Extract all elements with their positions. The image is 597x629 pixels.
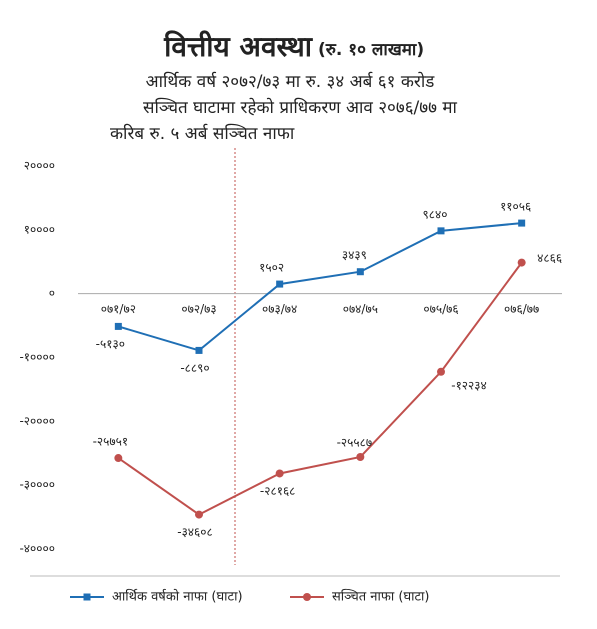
legend-label: आर्थिक वर्षको नाफा (घाटा) bbox=[112, 589, 243, 605]
point bbox=[195, 510, 203, 519]
value-label: ११०५६ bbox=[500, 200, 531, 214]
series-line bbox=[118, 222, 522, 352]
x-tick-label: ०७१/७२ bbox=[101, 302, 136, 316]
value-label: -१२२३४ bbox=[451, 378, 487, 392]
value-label: ३४३९ bbox=[342, 248, 367, 262]
value-label: -५१३० bbox=[96, 337, 125, 351]
value-label: -२५७५१ bbox=[93, 435, 129, 449]
point bbox=[518, 219, 526, 227]
series-line bbox=[117, 262, 523, 516]
x-tick-label: ०७५/७६ bbox=[423, 302, 458, 316]
x-tick-label: ०७३/७४ bbox=[262, 302, 297, 316]
x-tick-label: ०७४/७५ bbox=[343, 302, 378, 316]
x-tick-label: ०७६/७७ bbox=[504, 302, 539, 316]
subtitle: सञ्चित घाटामा रहेको प्राधिकरण आव २०७६/७७… bbox=[143, 97, 458, 118]
y-tick-label: -२०००० bbox=[19, 414, 55, 428]
value-label: ९८४० bbox=[423, 207, 448, 221]
point bbox=[195, 346, 203, 354]
value-label: -२८१६८ bbox=[260, 484, 296, 498]
legend-label: सञ्चित नाफा (घाटा) bbox=[332, 589, 430, 605]
y-tick-label: -४०००० bbox=[19, 542, 55, 556]
y-tick-label: २०००० bbox=[24, 159, 55, 173]
value-label: १५०२ bbox=[259, 261, 284, 275]
value-label: -३४६०८ bbox=[177, 525, 213, 539]
value-label: -२५५८७ bbox=[337, 435, 373, 449]
subtitle: करिब रु. ५ अर्ब सञ्चित नाफा bbox=[110, 123, 295, 144]
point bbox=[517, 258, 526, 267]
point bbox=[114, 454, 123, 463]
y-tick-label: १०००० bbox=[24, 222, 55, 236]
value-label: -८८९० bbox=[180, 361, 209, 375]
chart-unit: (रु. १० लाखमा) bbox=[318, 40, 424, 60]
chart-title: वित्तीय अवस्था bbox=[163, 30, 314, 63]
point bbox=[275, 469, 284, 478]
point bbox=[437, 367, 445, 376]
x-tick-label: ०७२/७३ bbox=[181, 302, 216, 316]
subtitle: आर्थिक वर्ष २०७२/७३ मा रु. ३४ अर्ब ६१ कर… bbox=[146, 71, 436, 92]
y-tick-label: -१०००० bbox=[19, 350, 55, 364]
legend-marker bbox=[303, 593, 311, 601]
y-tick-label: -३०००० bbox=[19, 478, 55, 492]
value-label: ४८६६ bbox=[537, 251, 562, 265]
legend-marker bbox=[83, 593, 91, 601]
point bbox=[356, 452, 365, 461]
point bbox=[437, 227, 445, 235]
point bbox=[356, 268, 364, 276]
y-tick-label: ० bbox=[49, 286, 55, 300]
point bbox=[276, 280, 284, 288]
point bbox=[114, 322, 122, 330]
